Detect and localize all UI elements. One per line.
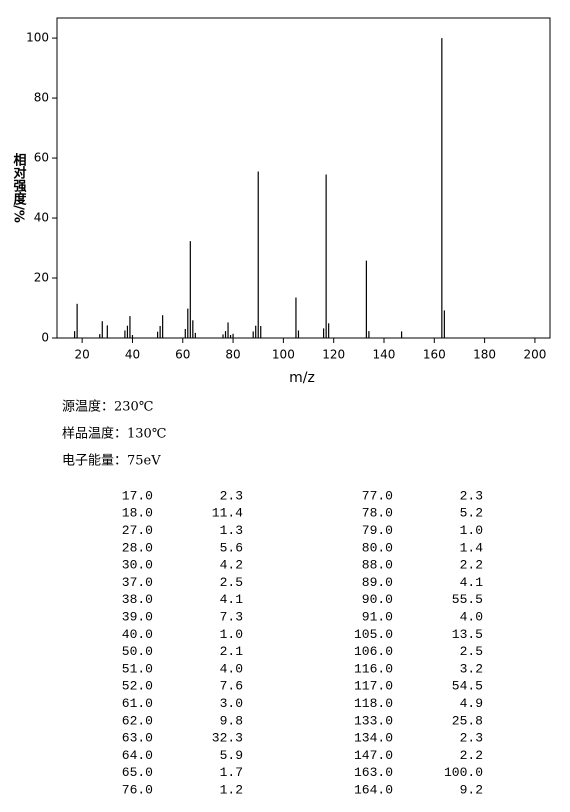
condition: 样品温度：130℃	[62, 426, 166, 442]
mz-cell: 28.0	[122, 540, 153, 555]
intensity-cell: 4.0	[220, 661, 243, 676]
mz-cell: 147.0	[354, 748, 393, 763]
x-tick-label: 120	[322, 348, 345, 362]
mz-cell: 39.0	[122, 610, 153, 625]
y-axis-label: 相对强度/%	[11, 153, 27, 223]
intensity-cell: 2.1	[220, 644, 244, 659]
y-tick-label: 60	[34, 151, 49, 165]
mz-cell: 62.0	[122, 713, 153, 728]
y-tick-label: 100	[26, 31, 49, 45]
y-tick-label: 20	[34, 271, 49, 285]
intensity-cell: 55.5	[452, 592, 483, 607]
mz-cell: 105.0	[354, 627, 393, 642]
plot-frame	[56, 17, 551, 339]
x-tick-label: 100	[272, 348, 295, 362]
intensity-cell: 5.9	[220, 748, 243, 763]
mz-cell: 133.0	[354, 713, 393, 728]
mz-cell: 27.0	[122, 523, 153, 538]
x-tick-label: 60	[175, 348, 190, 362]
mz-cell: 116.0	[354, 661, 393, 676]
x-tick-label: 20	[75, 348, 90, 362]
intensity-cell: 13.5	[452, 627, 483, 642]
intensity-cell: 4.2	[220, 558, 243, 573]
intensity-cell: 7.6	[220, 679, 243, 694]
mz-cell: 51.0	[122, 661, 153, 676]
intensity-cell: 5.2	[460, 506, 483, 521]
intensity-cell: 2.3	[220, 488, 243, 503]
y-tick-label: 0	[41, 331, 49, 345]
x-tick-label: 160	[423, 348, 446, 362]
mz-cell: 88.0	[362, 558, 393, 573]
intensity-cell: 5.6	[220, 540, 243, 555]
intensity-cell: 1.7	[220, 765, 243, 780]
mz-cell: 80.0	[362, 540, 393, 555]
mz-cell: 40.0	[122, 627, 153, 642]
y-tick-label: 40	[34, 211, 49, 225]
x-axis-label: m/z	[289, 370, 315, 386]
intensity-cell: 4.9	[460, 696, 483, 711]
mz-cell: 106.0	[354, 644, 393, 659]
mz-cell: 52.0	[122, 679, 153, 694]
x-tick-label: 80	[225, 348, 240, 362]
intensity-cell: 4.0	[460, 610, 483, 625]
mz-cell: 50.0	[122, 644, 153, 659]
intensity-cell: 2.5	[220, 575, 243, 590]
mz-cell: 64.0	[122, 748, 153, 763]
intensity-cell: 54.5	[452, 679, 483, 694]
mz-cell: 91.0	[362, 610, 393, 625]
mz-cell: 89.0	[362, 575, 393, 590]
x-tick-label: 40	[125, 348, 140, 362]
intensity-cell: 3.0	[220, 696, 243, 711]
mz-cell: 38.0	[122, 592, 153, 607]
intensity-cell: 32.3	[212, 731, 243, 746]
intensity-cell: 3.2	[460, 661, 483, 676]
mz-cell: 37.0	[122, 575, 153, 590]
mz-cell: 163.0	[354, 765, 393, 780]
mz-cell: 164.0	[354, 783, 393, 798]
mz-cell: 65.0	[122, 765, 153, 780]
intensity-cell: 2.3	[460, 488, 483, 503]
mz-cell: 134.0	[354, 731, 393, 746]
intensity-cell: 1.0	[460, 523, 483, 538]
intensity-cell: 9.2	[460, 783, 483, 798]
intensity-cell: 2.5	[460, 644, 483, 659]
intensity-cell: 1.2	[220, 783, 243, 798]
mz-cell: 17.0	[122, 488, 153, 503]
mz-cell: 118.0	[354, 696, 393, 711]
intensity-cell: 100.0	[444, 765, 483, 780]
intensity-cell: 11.4	[212, 506, 243, 521]
mz-cell: 63.0	[122, 731, 153, 746]
x-tick-label: 140	[373, 348, 396, 362]
mz-cell: 78.0	[362, 506, 393, 521]
intensity-cell: 2.2	[460, 558, 483, 573]
mz-cell: 90.0	[362, 592, 393, 607]
mz-cell: 117.0	[354, 679, 393, 694]
intensity-cell: 1.0	[220, 627, 243, 642]
mz-cell: 18.0	[122, 506, 153, 521]
intensity-cell: 7.3	[220, 610, 243, 625]
x-tick-label: 180	[473, 348, 496, 362]
mz-cell: 61.0	[122, 696, 153, 711]
intensity-cell: 4.1	[460, 575, 484, 590]
intensity-cell: 4.1	[220, 592, 244, 607]
condition: 源温度：230℃	[62, 399, 153, 415]
mz-cell: 30.0	[122, 558, 153, 573]
intensity-cell: 9.8	[220, 713, 243, 728]
y-tick-label: 80	[34, 91, 49, 105]
mz-cell: 77.0	[362, 488, 393, 503]
x-tick-label: 200	[523, 348, 546, 362]
mz-cell: 76.0	[122, 783, 153, 798]
intensity-cell: 2.3	[460, 731, 483, 746]
condition: 电子能量：75eV	[62, 454, 161, 469]
intensity-cell: 25.8	[452, 713, 483, 728]
intensity-cell: 2.2	[460, 748, 483, 763]
mz-cell: 79.0	[362, 523, 393, 538]
intensity-cell: 1.3	[220, 523, 243, 538]
intensity-cell: 1.4	[460, 540, 484, 555]
